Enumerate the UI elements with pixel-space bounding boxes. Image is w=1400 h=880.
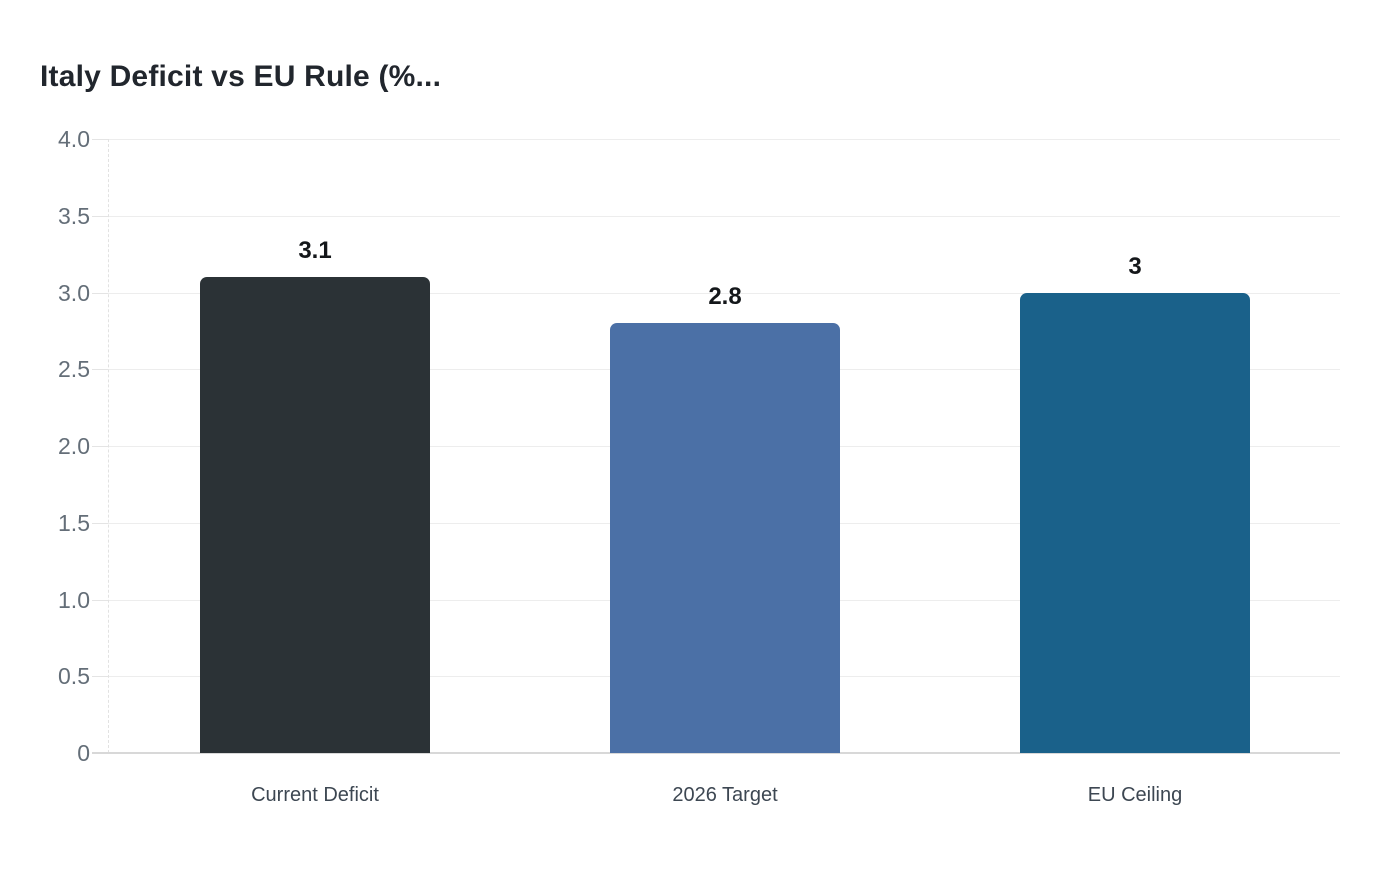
y-tick-label: 4.0 (58, 126, 90, 152)
y-tick-mark (92, 293, 108, 294)
y-tick-mark (92, 139, 108, 140)
y-tick-label: 1.0 (58, 587, 90, 613)
y-tick-mark (92, 216, 108, 217)
bar-eu-ceiling[interactable] (1020, 293, 1250, 753)
y-tick-label: 3.0 (58, 280, 90, 306)
bar-value-label: 3 (1128, 253, 1142, 280)
y-tick-mark (92, 446, 108, 447)
x-axis-line (92, 752, 1340, 754)
gridline (108, 139, 1340, 140)
y-axis-line (108, 139, 109, 753)
y-tick-label: 1.5 (58, 510, 90, 536)
chart-title: Italy Deficit vs EU Rule (%... (40, 60, 442, 93)
y-tick-mark (92, 600, 108, 601)
bar-2026-target[interactable] (610, 323, 840, 753)
bar-value-label: 3.1 (298, 237, 332, 264)
x-category-label: EU Ceiling (1087, 784, 1183, 806)
y-tick-label: 2.0 (58, 433, 90, 459)
y-tick-mark (92, 676, 108, 677)
y-tick-label: 0 (77, 740, 90, 766)
y-tick-label: 0.5 (58, 663, 90, 689)
bar-value-label: 2.8 (708, 283, 742, 310)
gridline (108, 216, 1340, 217)
y-tick-mark (92, 523, 108, 524)
y-tick-mark (92, 369, 108, 370)
x-category-label: Current Deficit (251, 784, 379, 806)
x-category-label: 2026 Target (672, 784, 778, 806)
gridline (108, 293, 1340, 294)
y-tick-label: 2.5 (58, 356, 90, 382)
bar-current-deficit[interactable] (200, 277, 430, 753)
y-tick-label: 3.5 (58, 203, 90, 229)
